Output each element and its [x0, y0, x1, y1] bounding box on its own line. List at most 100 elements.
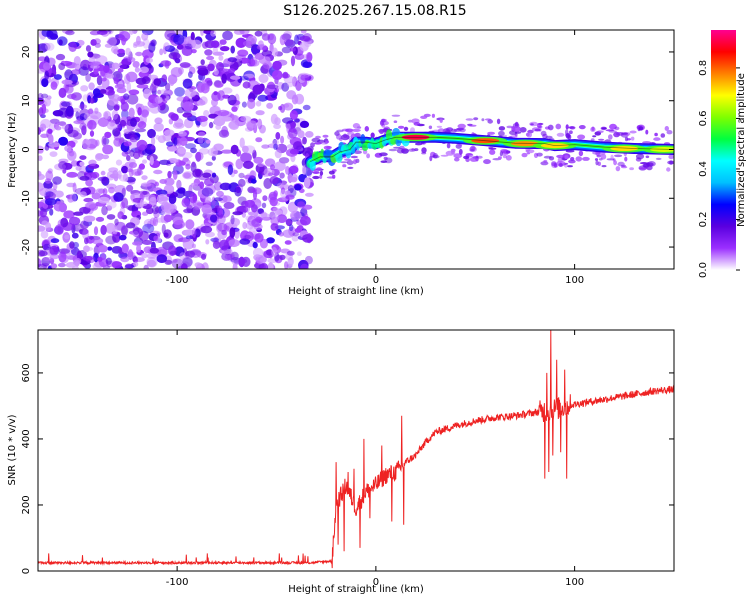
noise-blob: [82, 228, 90, 240]
noise-blob: [291, 94, 299, 105]
noise-blob: [47, 128, 53, 134]
noise-blob: [81, 125, 87, 136]
noise-blob: [48, 134, 54, 144]
noise-blob: [89, 97, 95, 104]
noise-blob: [104, 112, 109, 120]
noise-blob: [135, 128, 146, 133]
noise-blob: [165, 141, 174, 147]
noise-blob: [197, 131, 206, 137]
noise-blob: [239, 137, 245, 149]
noise-blob: [181, 198, 191, 208]
snr-panel: -100 0 100 0 200 400 600 Height of straight l…: [7, 329, 675, 595]
track-halo: [379, 120, 385, 126]
track-halo: [499, 151, 503, 157]
noise-blob: [297, 201, 306, 209]
track-halo: [600, 153, 607, 160]
noise-blob: [184, 229, 195, 236]
noise-blob: [70, 69, 81, 75]
noise-blob: [184, 88, 197, 98]
noise-blob: [189, 192, 198, 204]
track-halo: [380, 160, 388, 163]
y-tick-label: 0: [21, 568, 32, 574]
noise-blob: [179, 137, 188, 146]
noise-blob: [285, 194, 295, 200]
noise-blob: [128, 107, 135, 118]
track-halo: [608, 130, 617, 133]
noise-blob: [114, 103, 120, 110]
noise-blob: [176, 179, 182, 190]
noise-blob: [38, 225, 46, 232]
track-halo: [328, 170, 335, 175]
noise-blob: [258, 74, 269, 83]
noise-blob: [163, 129, 175, 137]
track-halo: [545, 135, 553, 139]
track-halo: [654, 132, 658, 137]
noise-blob: [126, 184, 134, 192]
noise-blob: [122, 173, 129, 182]
noise-blob: [141, 76, 151, 85]
noise-blob: [91, 237, 104, 245]
noise-blob: [64, 145, 72, 152]
noise-blob: [60, 101, 71, 107]
track-halo: [379, 152, 388, 157]
track-halo: [453, 128, 462, 132]
noise-blob: [114, 218, 119, 226]
noise-blob: [85, 255, 96, 264]
track-halo: [370, 132, 375, 139]
noise-blob: [75, 165, 82, 171]
noise-blob: [305, 192, 314, 197]
noise-blob: [120, 101, 129, 112]
noise-blob: [266, 102, 273, 109]
noise-blob: [79, 155, 87, 161]
track-wiggle: [320, 148, 325, 159]
noise-blob: [178, 160, 186, 166]
noise-blob: [95, 188, 103, 195]
noise-blob: [199, 96, 208, 105]
noise-blob: [107, 246, 113, 251]
noise-blob: [146, 257, 158, 268]
noise-blob: [173, 137, 178, 147]
noise-blob: [43, 243, 51, 251]
noise-blob: [58, 87, 67, 98]
noise-blob: [47, 168, 53, 174]
noise-blob: [49, 151, 58, 158]
noise-blob: [72, 259, 81, 266]
noise-blob: [253, 156, 264, 164]
heatmap-signal-track: [304, 113, 674, 180]
track-halo: [484, 118, 492, 121]
noise-blob: [260, 263, 269, 269]
noise-blob: [176, 44, 184, 50]
noise-blob: [80, 85, 89, 92]
noise-blob: [168, 245, 177, 257]
noise-blob: [113, 192, 124, 202]
track-halo: [346, 160, 354, 166]
noise-blob: [65, 61, 77, 69]
noise-blob: [73, 211, 84, 216]
y-tick-label: -10: [21, 190, 32, 206]
noise-blob: [43, 97, 51, 107]
noise-blob: [197, 65, 207, 71]
noise-blob: [182, 78, 193, 89]
noise-blob: [127, 249, 134, 261]
noise-blob: [302, 61, 313, 68]
noise-blob: [233, 169, 238, 174]
noise-blob: [79, 113, 88, 121]
noise-blob: [171, 258, 178, 263]
track-halo: [344, 158, 351, 161]
noise-blob: [50, 238, 60, 244]
track-halo: [501, 134, 508, 138]
noise-blob: [182, 112, 193, 118]
noise-blob: [113, 137, 122, 147]
noise-blob: [107, 98, 119, 106]
noise-blob: [155, 189, 168, 196]
noise-blob: [115, 159, 123, 166]
colorbar-tick-label: 0.6: [698, 110, 709, 126]
colorbar-tick-label: 0.0: [698, 262, 709, 278]
noise-blob: [73, 56, 81, 66]
noise-blob: [112, 226, 118, 235]
track-halo: [601, 165, 607, 168]
track-halo: [340, 161, 348, 164]
track-halo: [629, 167, 634, 171]
noise-blob: [276, 214, 287, 224]
noise-blob: [217, 90, 225, 101]
